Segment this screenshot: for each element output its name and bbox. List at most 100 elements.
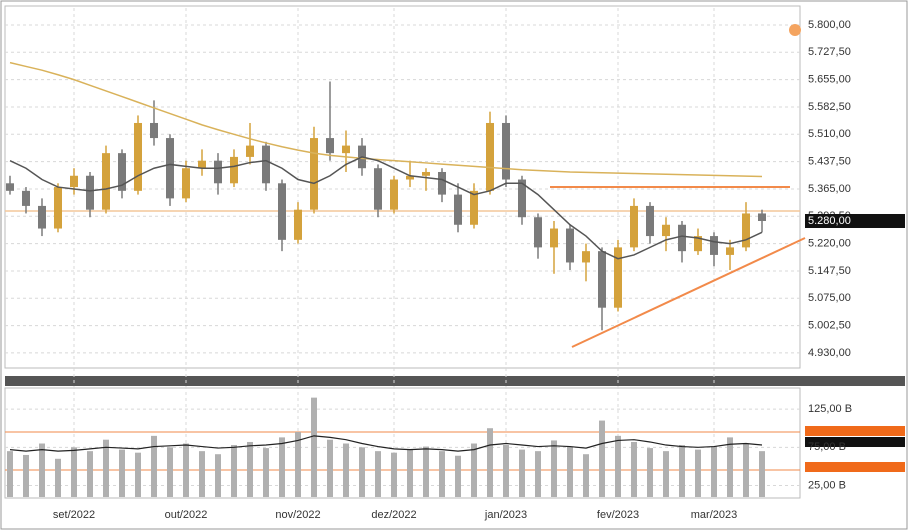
volume-bar <box>119 449 125 497</box>
candle-body <box>486 122 494 191</box>
volume-bar <box>279 437 285 497</box>
volume-bar <box>631 441 637 497</box>
volume-bar <box>311 397 317 497</box>
volume-bar <box>215 454 221 497</box>
candle-body <box>758 213 766 221</box>
moving-average <box>9 61 763 178</box>
last-price-label: 5.280,00 <box>808 215 851 227</box>
volume-bar <box>359 447 365 497</box>
volume-bar <box>87 451 93 497</box>
volume-bar <box>199 451 205 497</box>
volume-bar <box>7 451 13 497</box>
volume-panel <box>4 387 801 499</box>
candle-body <box>262 145 270 184</box>
volume-bar <box>487 428 493 497</box>
candle-body <box>662 224 670 237</box>
volume-bar <box>407 449 413 497</box>
y-tick-label: 125,00 B <box>808 403 852 415</box>
volume-bar <box>391 452 397 497</box>
candle-body <box>38 205 46 229</box>
y-tick-label: 5.437,50 <box>808 156 851 168</box>
volume-bar <box>439 451 445 497</box>
candle-body <box>710 236 718 255</box>
y-tick-label: 5.002,50 <box>808 320 851 332</box>
support-line <box>571 237 806 348</box>
candle-body <box>694 236 702 252</box>
volume-bar <box>663 451 669 497</box>
volume-bar <box>647 448 653 497</box>
y-tick-label: 5.727,50 <box>808 46 851 58</box>
volume-bar <box>183 443 189 497</box>
volume-bar <box>679 445 685 497</box>
candle-body <box>246 145 254 157</box>
moving-average <box>9 156 763 260</box>
volume-bar <box>535 451 541 497</box>
volume-bar <box>39 443 45 497</box>
candle-body <box>134 122 142 191</box>
candle-body <box>390 179 398 210</box>
volume-bar <box>55 458 61 497</box>
x-tick-label: out/2022 <box>165 509 208 521</box>
volume-bar <box>103 439 109 497</box>
candle-body <box>534 217 542 248</box>
candle-body <box>182 168 190 199</box>
y-tick-label: 4.930,00 <box>808 347 851 359</box>
volume-bar <box>599 420 605 497</box>
candle-body <box>22 190 30 206</box>
candle-body <box>582 251 590 263</box>
candle-body <box>150 122 158 139</box>
candle-body <box>198 160 206 169</box>
candle-body <box>86 175 94 210</box>
volume-average <box>9 435 763 452</box>
y-tick-label: 5.220,00 <box>808 238 851 250</box>
volume-bar <box>23 454 29 497</box>
candle-body <box>278 183 286 240</box>
candle-body <box>726 247 734 255</box>
volume-bar <box>135 452 141 497</box>
candle-body <box>518 179 526 218</box>
volume-marker <box>805 426 905 436</box>
volume-bar <box>423 446 429 497</box>
candle-body <box>566 228 574 263</box>
candle-body <box>54 187 62 229</box>
y-tick-label: 5.800,00 <box>808 19 851 31</box>
volume-bar <box>455 455 461 497</box>
y-tick-label: 5.075,00 <box>808 292 851 304</box>
volume-bar <box>327 439 333 497</box>
price-panel <box>4 5 801 369</box>
volume-bar <box>519 449 525 497</box>
candle-body <box>646 205 654 237</box>
candle-body <box>326 138 334 154</box>
volume-marker <box>805 437 905 447</box>
alert-icon[interactable] <box>789 24 801 36</box>
candle-body <box>374 168 382 210</box>
candle-body <box>502 122 510 180</box>
volume-bar <box>247 441 253 497</box>
volume-bar <box>167 447 173 497</box>
volume-bar <box>743 443 749 497</box>
candle-body <box>102 153 110 210</box>
volume-bar <box>711 446 717 497</box>
volume-bar <box>263 448 269 497</box>
candle-body <box>214 160 222 184</box>
candle-body <box>598 251 606 308</box>
y-tick-label: 5.655,00 <box>808 74 851 86</box>
volume-bar <box>151 435 157 497</box>
volume-bar <box>343 443 349 497</box>
volume-bar <box>759 451 765 497</box>
candle-body <box>230 156 238 184</box>
candle-body <box>118 153 126 191</box>
candle-body <box>70 175 78 188</box>
volume-bar <box>503 445 509 497</box>
volume-bar <box>727 437 733 497</box>
candle-body <box>6 183 14 191</box>
volume-bar <box>583 454 589 497</box>
y-tick-label: 75,00 B <box>808 441 846 453</box>
candle-body <box>406 175 414 180</box>
volume-bar <box>375 451 381 497</box>
x-tick-label: nov/2022 <box>275 509 320 521</box>
candle-body <box>342 145 350 154</box>
volume-bar <box>71 447 77 497</box>
candle-body <box>166 138 174 199</box>
